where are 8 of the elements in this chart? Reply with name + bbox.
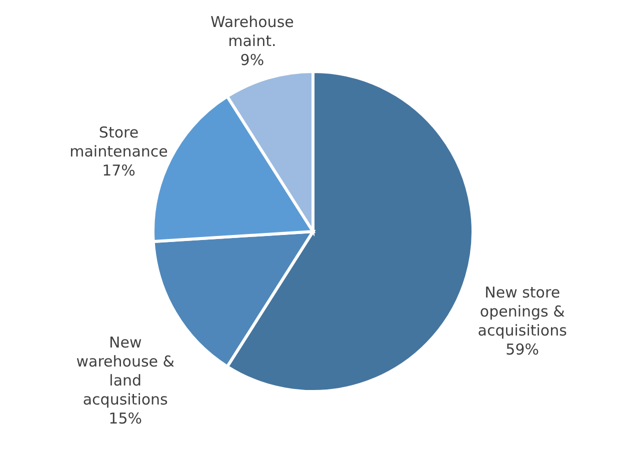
slice-label: New store openings & acquisitions [478, 283, 568, 340]
slice-label: New warehouse & land acqusitions [76, 333, 175, 408]
data-label: 9% [240, 51, 264, 70]
data-label: 15% [108, 409, 142, 428]
slice-label: Store maintenance [70, 124, 168, 161]
data-label: 59% [506, 340, 540, 358]
data-label: 17% [102, 162, 136, 180]
slice-label: Warehouse maint. [210, 13, 294, 50]
